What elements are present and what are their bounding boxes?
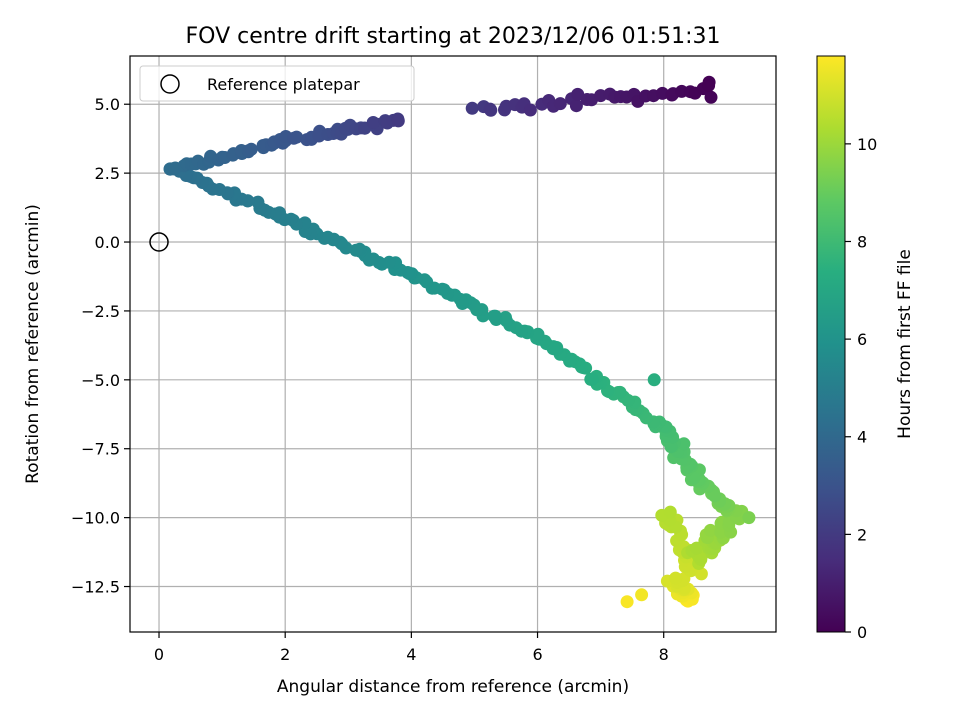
- plot-frame: [129, 55, 777, 633]
- scatter-point: [694, 567, 708, 581]
- scatter-point: [487, 309, 501, 323]
- chart-title: FOV centre drift starting at 2023/12/06 …: [186, 24, 721, 49]
- x-ticks: 0 2 4 6 8: [154, 632, 669, 664]
- y-axis-label: Rotation from reference (arcmin): [23, 204, 43, 484]
- scatter-point: [742, 511, 756, 525]
- scatter-point: [244, 142, 258, 156]
- scatter-point: [665, 88, 679, 102]
- scatter-point: [523, 103, 537, 117]
- scatter-point: [708, 489, 722, 503]
- legend-box: [139, 65, 415, 102]
- scatter-point: [702, 79, 716, 92]
- scatter-point: [366, 116, 380, 129]
- y-ticks: −12.5 −10.0 −7.5 −5.0 −2.5 0.0 2.5 5.0: [71, 95, 130, 597]
- scatter-point: [531, 327, 545, 341]
- scatter-point: [349, 243, 363, 257]
- x-tick-label: 0: [154, 645, 164, 664]
- scatter-point: [585, 372, 599, 386]
- y-tick-label: 0.0: [95, 233, 120, 252]
- x-tick-label: 8: [659, 645, 669, 664]
- y-grid: [130, 103, 776, 588]
- scatter-point: [663, 505, 677, 519]
- scatter-point: [669, 571, 683, 585]
- scatter-point: [704, 90, 718, 104]
- colorbar: 0 2 4 6 8 10 Hours from first FF file: [816, 55, 915, 642]
- scatter-point: [287, 131, 301, 145]
- scatter-point: [569, 99, 583, 113]
- x-tick-label: 4: [406, 645, 416, 664]
- reference-point-marker: [149, 232, 169, 252]
- y-tick-label: −5.0: [81, 371, 120, 390]
- y-tick-label: 5.0: [95, 95, 120, 114]
- scatter-point: [251, 195, 265, 209]
- legend-entry: Reference platepar: [207, 75, 360, 94]
- legend: Reference platepar: [139, 65, 415, 102]
- x-tick-label: 2: [280, 645, 290, 664]
- colorbar-tick-label: 10: [857, 135, 877, 154]
- scatter-point: [620, 595, 634, 609]
- y-tick-label: −12.5: [71, 578, 120, 597]
- y-tick-label: −2.5: [81, 302, 120, 321]
- scatter-point: [483, 102, 497, 116]
- colorbar-tick-label: 8: [857, 232, 867, 251]
- y-tick-label: −10.0: [71, 509, 120, 528]
- scatter-point: [391, 114, 405, 128]
- y-tick-label: 2.5: [95, 164, 120, 183]
- legend-marker-icon: [160, 74, 180, 94]
- scatter-points: [163, 75, 756, 609]
- colorbar-gradient: [816, 55, 846, 633]
- scatter-point: [635, 588, 649, 602]
- y-tick-label: −7.5: [81, 440, 120, 459]
- colorbar-tick-label: 6: [857, 330, 867, 349]
- scatter-point: [553, 97, 567, 111]
- scatter-point: [704, 523, 717, 537]
- scatter-point: [465, 101, 479, 115]
- scatter-point: [664, 440, 678, 454]
- scatter-point: [647, 373, 661, 387]
- colorbar-tick-label: 2: [857, 525, 867, 544]
- x-axis-label: Angular distance from reference (arcmin): [277, 677, 629, 697]
- x-grid: [158, 56, 665, 632]
- colorbar-tick-label: 4: [857, 428, 867, 447]
- colorbar-label: Hours from first FF file: [895, 249, 915, 439]
- x-tick-label: 6: [532, 645, 542, 664]
- colorbar-ticks: 0 2 4 6 8 10: [845, 135, 877, 642]
- colorbar-tick-label: 0: [857, 623, 867, 642]
